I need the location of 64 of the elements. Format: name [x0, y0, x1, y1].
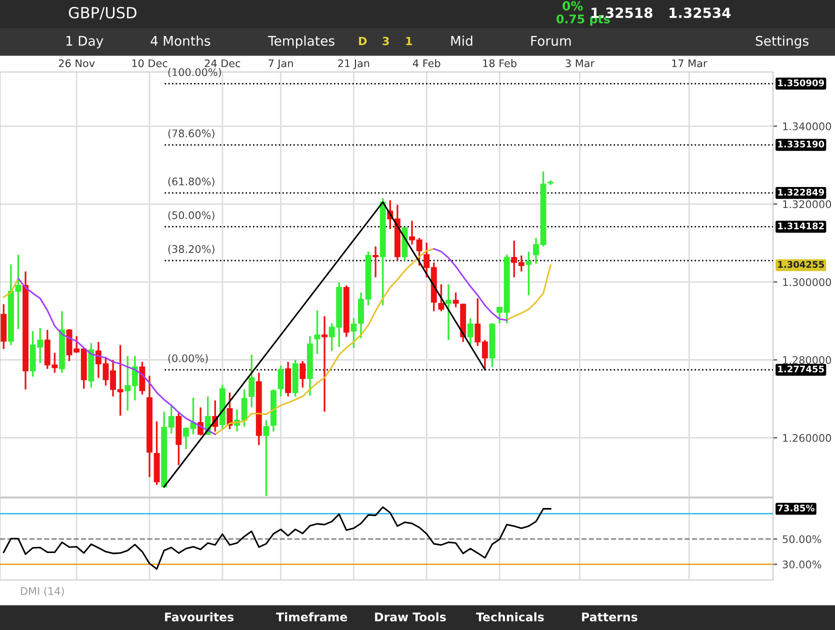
ref-line-label: 1.335190 — [778, 140, 824, 148]
candlestick — [372, 246, 379, 278]
text: D — [359, 36, 367, 46]
annotation: (61.80%) — [168, 177, 214, 187]
candlestick — [350, 317, 357, 349]
text: 1.32534 — [670, 8, 731, 18]
ref-line-label: 1.350909 — [778, 79, 824, 86]
text: Patterns — [582, 612, 638, 622]
x-tick-label: 21 Jan — [338, 59, 370, 70]
y-tick-label: 1.280000 — [783, 356, 832, 364]
candlestick — [322, 315, 328, 413]
y-tick-label: 50.00% — [782, 535, 822, 544]
candlestick — [226, 392, 233, 430]
x-tick-label: 17 Mar — [672, 59, 708, 68]
y-tick-label: 1.300000 — [783, 278, 832, 286]
text: Mid — [451, 36, 472, 46]
x-tick-label: 4 Feb — [412, 59, 440, 68]
x-tick-label: 26 Nov — [58, 59, 95, 68]
text: Templates — [268, 36, 334, 48]
y-tick-label: 1.260000 — [783, 434, 832, 442]
text: Favourites — [165, 612, 234, 622]
text: Forum — [531, 36, 571, 46]
candlestick — [278, 364, 284, 398]
candlestick — [314, 310, 320, 355]
x-tick-label: 10 Dec — [132, 59, 168, 68]
chart-title: GBP/USD — [68, 6, 136, 20]
text: Timeframe — [276, 612, 348, 622]
text: 1 — [406, 36, 412, 46]
text: 4 Months — [150, 36, 210, 46]
annotation: (100.00%) — [168, 68, 222, 78]
candlestick — [263, 419, 270, 497]
ref-line-label: 1.322849 — [778, 188, 824, 196]
candlestick — [526, 250, 532, 296]
candlestick — [300, 360, 306, 388]
candlestick — [438, 283, 444, 312]
text: 0% — [562, 1, 583, 11]
y-tick-label: 1.320000 — [783, 200, 832, 208]
x-tick-label: 3 Mar — [566, 59, 595, 68]
text: Draw Tools — [375, 612, 446, 622]
text: Technicals — [476, 612, 544, 622]
ref-line-label: 1.314182 — [778, 222, 824, 230]
text: 73.85% — [778, 504, 814, 512]
x-tick-label: 7 Jan — [268, 59, 293, 70]
candlestick — [446, 283, 452, 341]
y-tick-label: 1.340000 — [783, 122, 832, 130]
text: 3 — [382, 36, 389, 46]
candlestick — [285, 360, 292, 398]
annotation: (50.00%) — [168, 211, 214, 220]
annotation: (38.20%) — [168, 244, 214, 254]
line-series — [2, 506, 552, 570]
annotation: (0.00%) — [168, 354, 208, 364]
text: 1.304255 — [778, 261, 824, 268]
x-tick-label: 18 Feb — [483, 59, 516, 68]
x-tick-label: 24 Dec — [204, 59, 240, 68]
text: DMI (14) — [21, 586, 64, 596]
ref-line-label: 1.277455 — [778, 366, 824, 372]
candlestick — [467, 317, 474, 346]
candlestick — [139, 360, 146, 396]
candlestick — [452, 292, 459, 308]
text: Settings — [756, 36, 808, 48]
text: 1 Day — [66, 36, 104, 48]
candlestick — [248, 354, 255, 408]
y-tick-label: 30.00% — [782, 560, 822, 568]
annotation: (78.60%) — [168, 129, 214, 139]
